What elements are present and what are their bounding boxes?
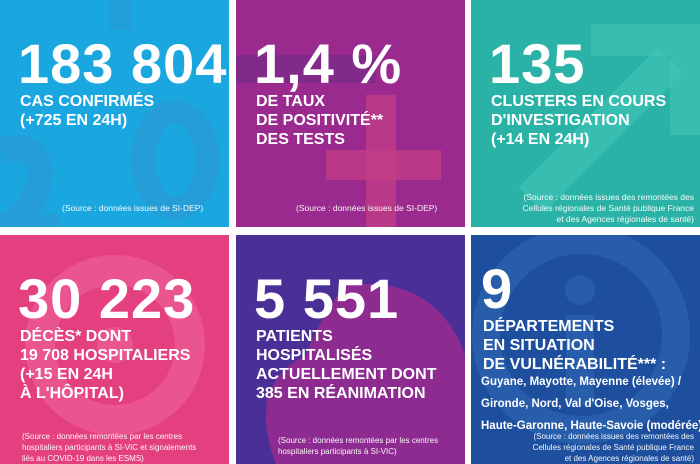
- clusters-source: (Source : données issues des remontées d…: [522, 192, 694, 224]
- positivity-value: 1,4 %: [254, 32, 403, 95]
- tile-positivity-rate: 1,4 % DE TAUX DE POSITIVITÉ** DES TESTS …: [236, 0, 465, 227]
- positivity-source: (Source : données issues de SI-DEP): [296, 203, 438, 213]
- tile-vulnerable-departments: 9 DÉPARTEMENTS EN SITUATION DE VULNÉRABI…: [471, 235, 700, 464]
- cases-label: CAS CONFIRMÉS (+725 EN 24H): [20, 93, 155, 129]
- deaths-value: 30 223: [18, 267, 196, 330]
- departments-source: (Source : données issues des remontées d…: [532, 432, 694, 463]
- clusters-value: 135: [489, 32, 586, 95]
- tile-hospitalized: 5 551 PATIENTS HOSPITALISÉS ACTUELLEMENT…: [236, 235, 465, 464]
- hospitalized-source: (Source : données remontées par les cent…: [278, 436, 439, 456]
- departments-label: DÉPARTEMENTS EN SITUATION DE VULNÉRABILI…: [483, 318, 667, 373]
- cases-source: (Source : données issues de SI-DEP): [62, 203, 204, 213]
- departments-value: 9: [481, 257, 514, 320]
- tile-clusters: 135 CLUSTERS EN COURS D'INVESTIGATION (+…: [471, 0, 700, 227]
- deaths-label: DÉCÈS* DONT 19 708 HOSPITALIERS (+15 EN …: [20, 328, 191, 402]
- departments-list: Guyane, Mayotte, Mayenne (élevée) / Giro…: [481, 376, 700, 432]
- positivity-label: DE TAUX DE POSITIVITÉ** DES TESTS: [256, 93, 384, 148]
- tile-deaths: 30 223 DÉCÈS* DONT 19 708 HOSPITALIERS (…: [0, 235, 229, 464]
- hospitalized-value: 5 551: [254, 267, 400, 330]
- cases-value: 183 804: [18, 32, 228, 95]
- hospitalized-label: PATIENTS HOSPITALISÉS ACTUELLEMENT DONT …: [256, 328, 437, 402]
- clusters-label: CLUSTERS EN COURS D'INVESTIGATION (+14 E…: [491, 93, 667, 148]
- deaths-source: (Source : données remontées par les cent…: [22, 432, 197, 463]
- tile-confirmed-cases: 183 804 CAS CONFIRMÉS (+725 EN 24H) (Sou…: [0, 0, 229, 227]
